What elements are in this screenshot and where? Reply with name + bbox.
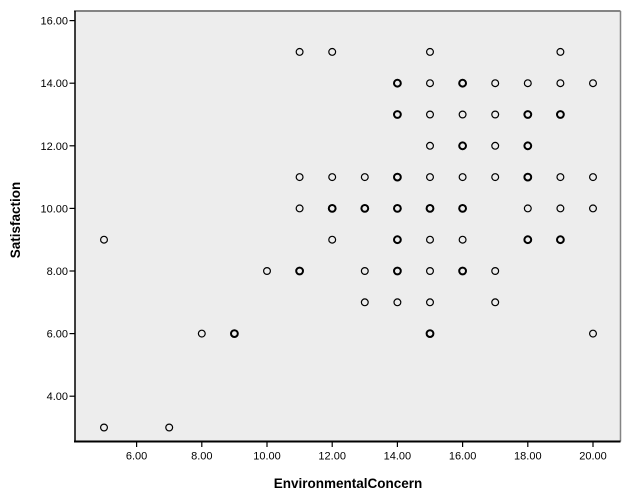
y-axis-title: Satisfaction: [8, 182, 23, 259]
data-point-marker: [458, 266, 468, 276]
data-point-marker: [556, 204, 565, 213]
data-point-marker: [360, 298, 369, 307]
x-tick-label: 10.00: [253, 451, 281, 463]
data-point-marker: [556, 173, 565, 182]
data-point-marker: [491, 110, 500, 119]
data-point-marker: [458, 204, 468, 213]
data-point-marker: [491, 173, 500, 182]
data-point-marker: [425, 204, 435, 213]
y-tick-label: 16.00: [40, 16, 68, 28]
data-point-marker: [588, 329, 597, 338]
data-point-marker: [197, 329, 206, 338]
x-tick-label: 20.00: [579, 451, 607, 463]
data-point-marker: [360, 204, 370, 213]
data-point-marker: [165, 423, 174, 432]
data-point-marker: [295, 173, 304, 182]
data-point-marker: [393, 172, 402, 182]
data-point-marker: [556, 235, 565, 245]
data-point-marker: [523, 79, 532, 88]
data-point-marker: [360, 267, 369, 276]
x-tick-label: 6.00: [126, 451, 147, 463]
data-point-marker: [328, 47, 337, 56]
data-point-marker: [458, 235, 467, 244]
data-point-marker: [523, 204, 532, 213]
data-point-marker: [295, 47, 304, 56]
data-point-marker: [588, 173, 597, 182]
data-point-marker: [426, 141, 435, 150]
data-point-marker: [328, 235, 337, 244]
data-point-marker: [426, 79, 435, 88]
data-point-marker: [425, 329, 435, 339]
data-point-marker: [393, 266, 402, 276]
data-point-marker: [393, 298, 402, 307]
x-tick-label: 18.00: [514, 451, 542, 463]
data-point-marker: [556, 47, 565, 56]
y-tick-label: 4.00: [47, 391, 68, 403]
data-point-marker: [426, 267, 435, 276]
y-tick-label: 6.00: [47, 329, 68, 341]
data-point-marker: [556, 110, 565, 119]
data-point-marker: [393, 204, 402, 213]
data-point-marker: [99, 423, 108, 432]
y-tick-label: 12.00: [40, 141, 68, 153]
data-point-marker: [99, 235, 108, 244]
data-point-marker: [393, 110, 402, 119]
x-tick-label: 14.00: [384, 451, 412, 463]
x-tick-label: 16.00: [449, 451, 477, 463]
data-point-marker: [491, 79, 500, 88]
data-point-marker: [295, 204, 304, 213]
data-point-marker: [458, 78, 468, 88]
y-tick-label: 10.00: [40, 203, 68, 215]
data-point-marker: [426, 298, 435, 307]
points-layer: [99, 47, 597, 432]
data-point-marker: [458, 141, 468, 151]
data-point-marker: [426, 173, 435, 182]
data-point-marker: [328, 173, 337, 182]
data-point-marker: [491, 267, 500, 276]
x-tick-label: 12.00: [318, 451, 346, 463]
data-point-marker: [523, 141, 533, 151]
plot-area: [75, 11, 621, 442]
y-tick-label: 14.00: [40, 78, 68, 90]
data-point-marker: [393, 235, 402, 245]
data-point-marker: [426, 110, 435, 119]
data-point-marker: [458, 173, 467, 182]
data-point-marker: [588, 79, 597, 88]
data-point-marker: [458, 110, 467, 119]
data-point-marker: [263, 267, 272, 276]
data-point-marker: [556, 79, 565, 88]
x-tick-labels: 6.00 8.00 10.00 12.00 14.00 16.00 18.00 20.00: [126, 451, 607, 463]
data-point-marker: [360, 173, 369, 182]
data-point-marker: [491, 298, 500, 307]
x-axis-title: EnvironmentalConcern: [274, 476, 423, 491]
data-point-marker: [523, 235, 533, 245]
data-point-marker: [393, 78, 402, 88]
data-point-marker: [295, 266, 305, 276]
data-point-marker: [491, 141, 500, 150]
data-point-marker: [426, 235, 435, 244]
axis-ticks: [69, 20, 594, 447]
data-point-marker: [426, 47, 435, 56]
x-tick-label: 8.00: [191, 451, 212, 463]
y-tick-labels: 4.00 6.00 8.00 10.00 12.00 14.00 16.00: [40, 16, 68, 404]
data-point-marker: [523, 110, 533, 119]
y-tick-label: 8.00: [47, 266, 68, 278]
data-point-marker: [327, 204, 337, 213]
data-point-marker: [230, 329, 239, 339]
data-point-marker: [523, 172, 533, 182]
data-point-marker: [588, 204, 597, 213]
